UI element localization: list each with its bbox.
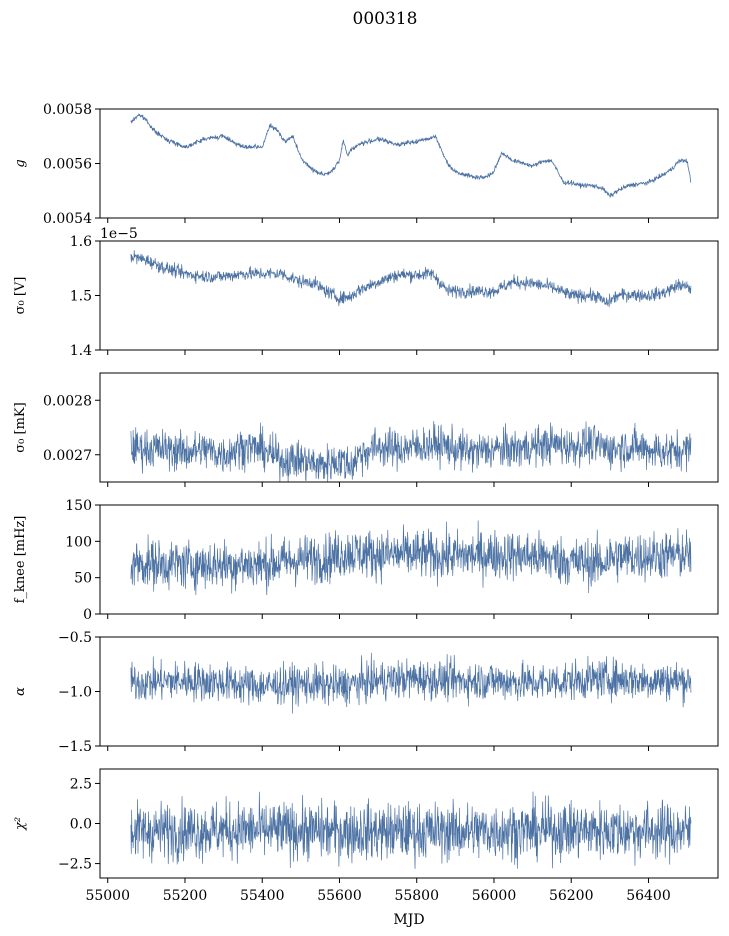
y-axis-label: χ²	[13, 817, 28, 831]
y-tick-label: 2.5	[70, 776, 92, 792]
x-tick-label: 55200	[163, 888, 208, 904]
y-axis-label: f_knee [mHz]	[13, 516, 28, 604]
series-line	[130, 791, 692, 869]
y-axis-label: σ₀ [V]	[13, 277, 28, 315]
panel-2: 1.4 1.5 1.6 σ₀ [V] 1e−5	[13, 226, 719, 359]
axes-frame	[99, 240, 719, 351]
y-tick-label: −2.5	[58, 857, 92, 873]
x-tick-label: 56200	[549, 888, 594, 904]
x-tick-label: 55600	[317, 888, 362, 904]
series-line	[130, 250, 692, 308]
y-tick-label: 0.0058	[43, 102, 92, 118]
axes-frame	[99, 504, 719, 615]
y-tick-label: 0.0	[70, 817, 92, 833]
y-tick-label: 0.0054	[43, 211, 92, 227]
x-tick-label: 55000	[85, 888, 130, 904]
y-axis-label: α	[13, 687, 28, 696]
y-tick-label: 1.5	[70, 289, 92, 305]
series-line	[130, 421, 692, 482]
y-tick-label: 150	[65, 498, 92, 514]
y-offset-text: 1e−5	[100, 226, 138, 242]
y-tick-label: 1.6	[70, 234, 92, 250]
y-tick-label: 1.4	[70, 343, 92, 359]
x-tick-label: 56400	[626, 888, 671, 904]
series-line	[130, 113, 692, 198]
series-line	[130, 652, 692, 714]
panel-4: 0 50 100 150 f_knee [mHz]	[13, 498, 719, 623]
y-tick-label: 0	[83, 607, 92, 623]
panel-3: 0.0027 0.0028 σ₀ [mK]	[13, 372, 719, 487]
panel-5: −1.5 −1.0 −0.5 α	[13, 630, 719, 755]
x-tick-label: 56000	[472, 888, 517, 904]
y-tick-label: −0.5	[58, 630, 92, 646]
y-tick-label: −1.5	[58, 739, 92, 755]
panel-6: −2.5 0.0 2.5 55000 55200 55400 55600 55800 56000…	[13, 768, 719, 904]
x-tick-label: 55400	[240, 888, 285, 904]
figure-title: 000318	[353, 9, 418, 29]
y-tick-label: 0.0027	[43, 448, 92, 464]
x-axis-label: MJD	[393, 912, 424, 928]
y-axis-label: g	[13, 159, 28, 167]
y-tick-label: 100	[65, 534, 92, 550]
y-tick-label: 50	[74, 571, 92, 587]
panel-1: 0.0054 0.0056 0.0058 g	[13, 102, 719, 227]
series-line	[130, 520, 692, 596]
y-tick-label: −1.0	[58, 685, 92, 701]
y-tick-label: 0.0056	[43, 157, 92, 173]
y-axis-label: σ₀ [mK]	[13, 402, 28, 452]
y-tick-label: 0.0028	[43, 393, 92, 409]
axes-frame	[99, 108, 719, 219]
x-tick-label: 55800	[394, 888, 439, 904]
axes-frame	[99, 372, 719, 483]
